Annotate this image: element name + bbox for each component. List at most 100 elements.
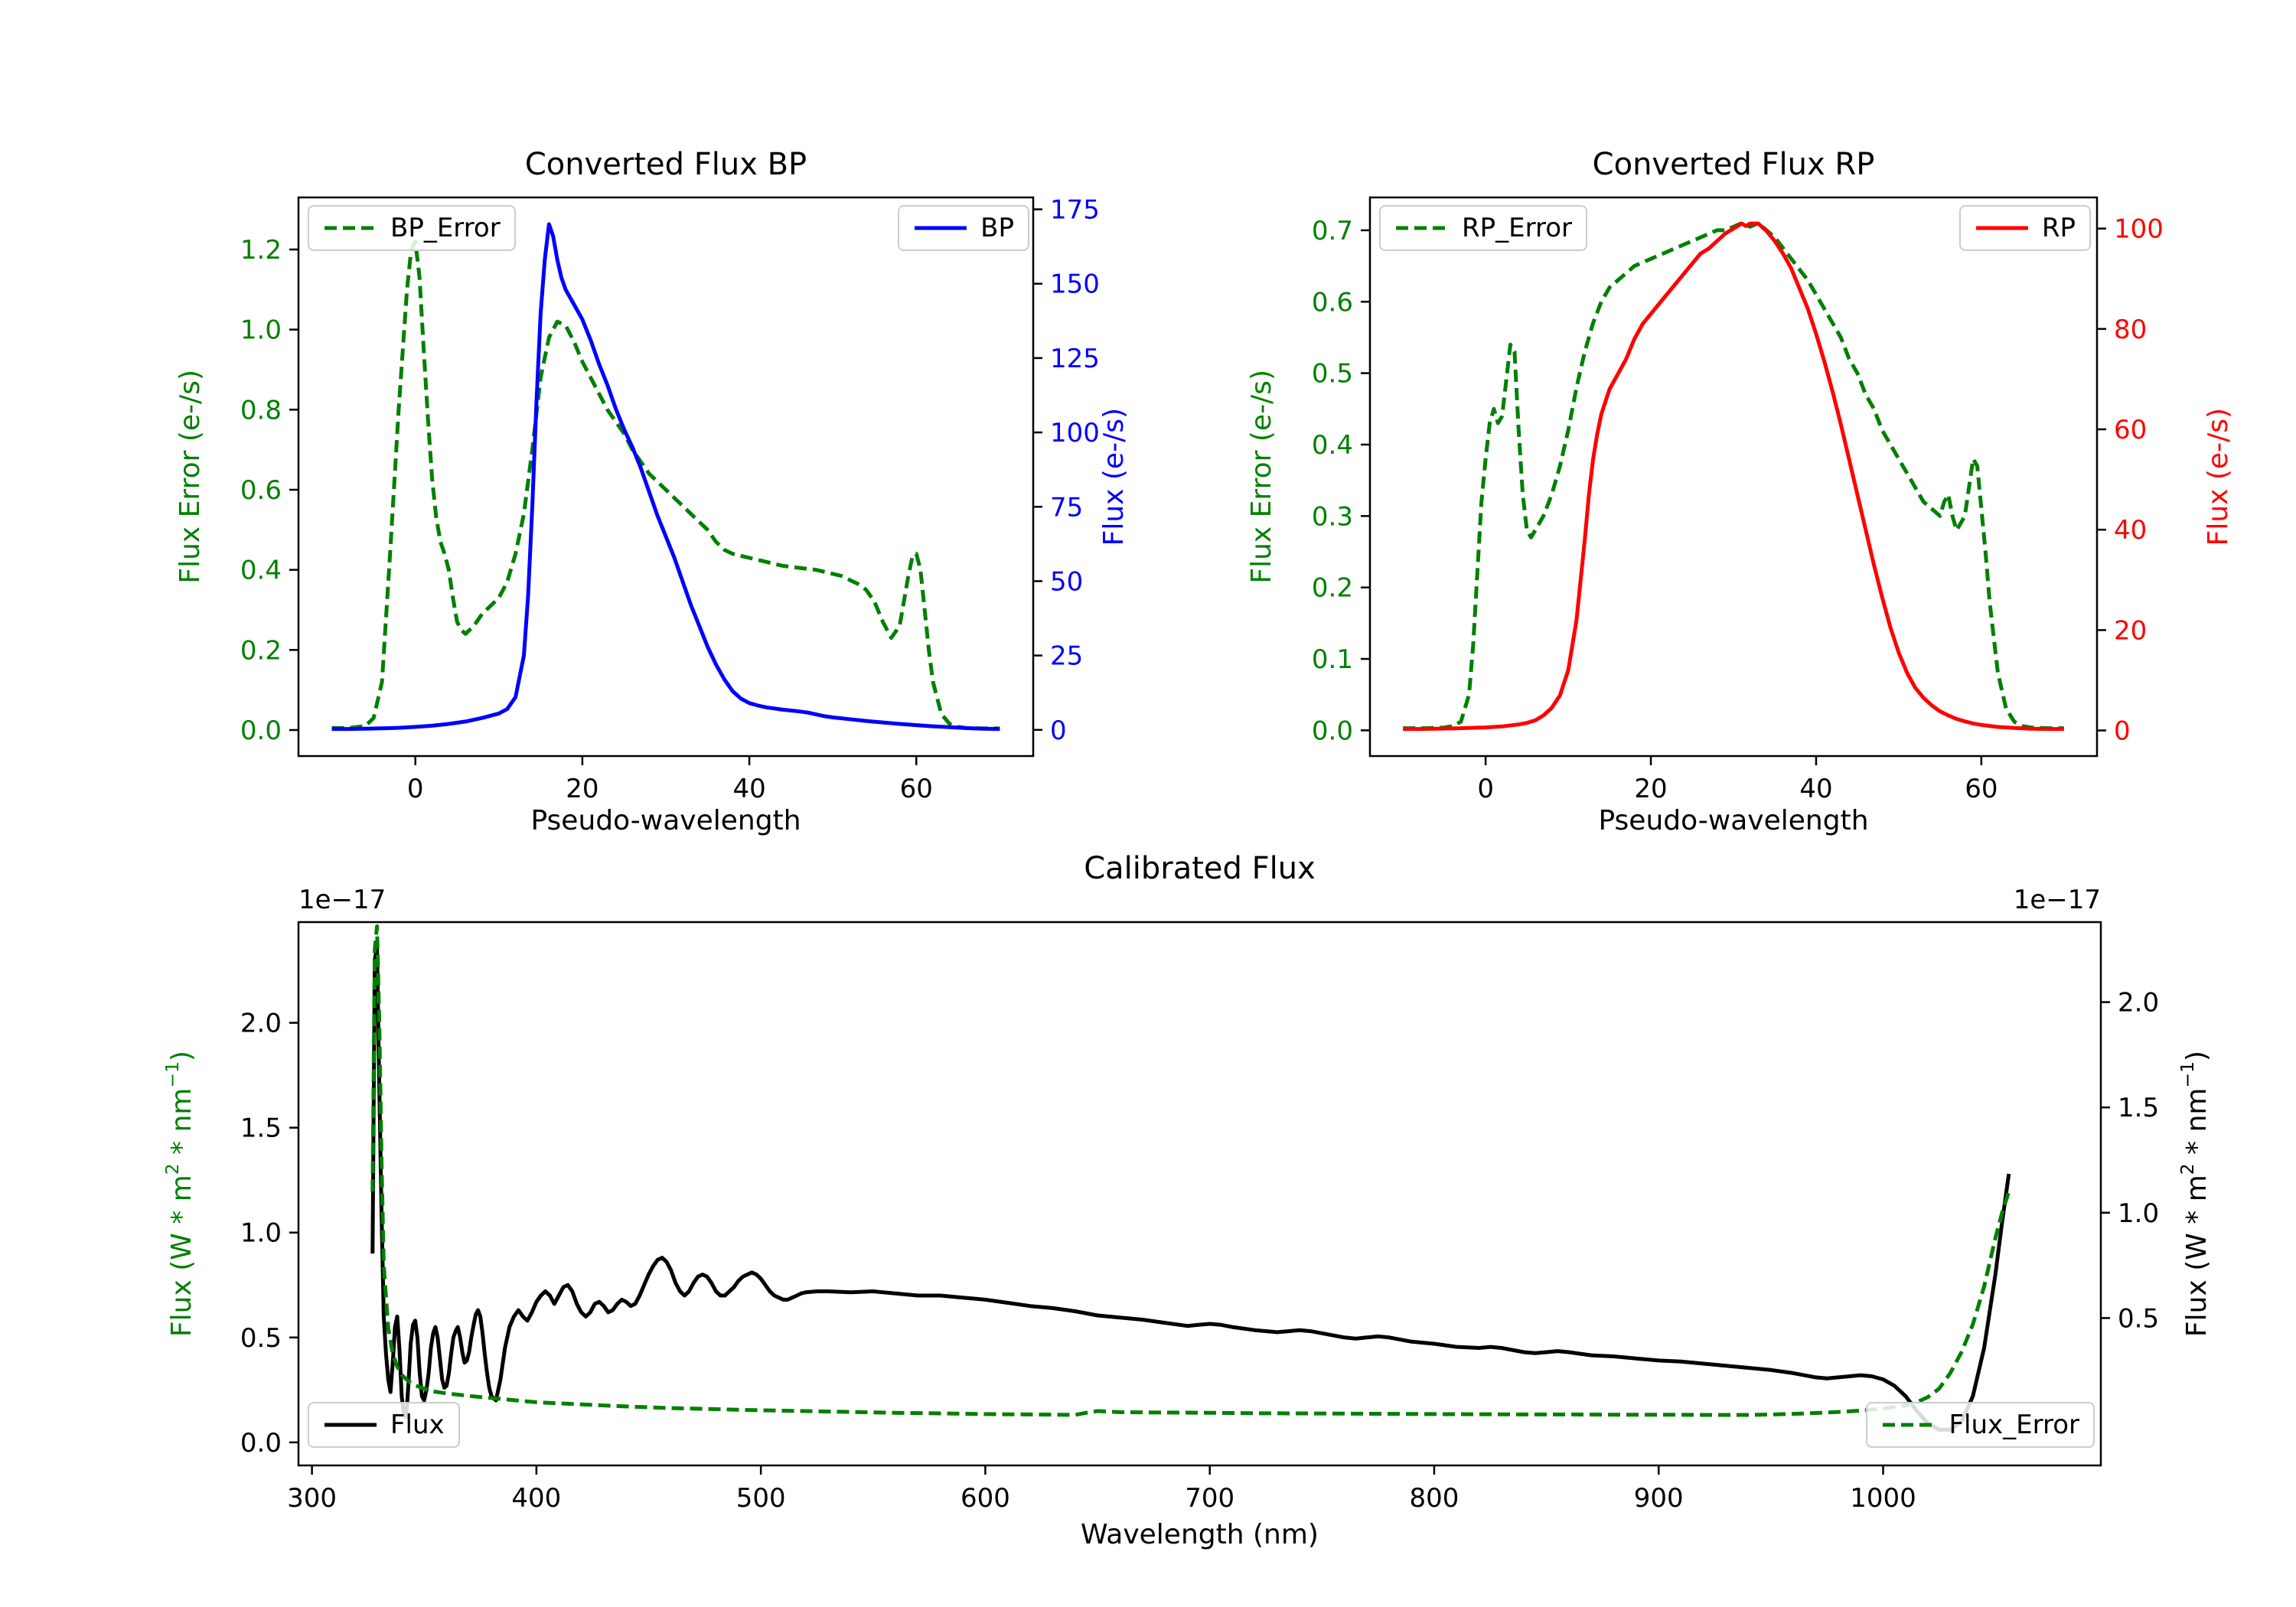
y-tick-label: 1.0 [240, 1218, 282, 1249]
legend-bp: BP [898, 205, 1029, 251]
bp-left-ylabel-text: Flux Error (e-/s) [174, 370, 206, 584]
y-tick-label: 0.6 [1312, 287, 1353, 318]
bp-plot-area: 0 20 40 60 0.0 0.2 0.4 0.6 0.8 1.0 1.2 0 25 50 75 100 12… [240, 195, 1100, 804]
y-tick-label: 100 [1050, 418, 1100, 448]
rp-xlabel: Pseudo-wavelength [1598, 805, 1869, 836]
x-tick-label: 20 [1634, 774, 1667, 804]
x-tick-label: 700 [1185, 1483, 1234, 1514]
y-tick-label: 1.2 [240, 235, 282, 266]
x-tick-label: 500 [736, 1483, 786, 1514]
right-offset-text: 1e−17 [2013, 885, 2101, 915]
x-tick-label: 60 [1965, 774, 1998, 804]
y-tick-label: 0.5 [1312, 359, 1353, 390]
calibrated-left-ylabel: Flux (W * m2 * nm−1) [161, 922, 197, 1465]
y-tick-label: 0.2 [240, 635, 282, 666]
calibrated-right-ylabel: Flux (W * m2 * nm−1) [2176, 922, 2213, 1465]
legend-label: Flux [390, 1410, 445, 1440]
y-tick-label: 0 [1050, 715, 1067, 746]
bp-right-ylabel-text: Flux (e-/s) [1097, 407, 1130, 546]
legend-label: BP_Error [390, 213, 501, 243]
y-tick-label: 0.0 [240, 715, 282, 746]
flux-error-line [370, 924, 2011, 1417]
y-tick-label: 125 [1050, 344, 1100, 374]
calibrated-right-ylabel-text: Flux (W * m2 * nm−1) [2176, 1050, 2213, 1338]
x-tick-label: 60 [900, 774, 933, 804]
rp-title: Converted Flux RP [1592, 147, 1875, 182]
y-tick-label: 0.4 [240, 556, 282, 586]
legend-line-sample [1883, 1423, 1936, 1427]
y-tick-label: 0.3 [1312, 501, 1353, 532]
legend-line-sample [325, 1423, 377, 1427]
calibrated-xlabel: Wavelength (nm) [1081, 1519, 1319, 1550]
legend-label: Flux_Error [1949, 1410, 2079, 1440]
bp-title: Converted Flux BP [524, 147, 807, 182]
legend-rp-error: RP_Error [1379, 205, 1588, 251]
x-tick-label: 0 [1477, 774, 1494, 804]
legend-line-sample [915, 226, 967, 230]
y-tick-label: 1.0 [2118, 1198, 2159, 1229]
legend-label: RP_Error [1462, 213, 1573, 243]
calibrated-plot-area: 300 400 500 600 700 800 900 1000 0.0 0.5 1.0 1.5 2.0… [240, 921, 2159, 1514]
rp-left-ylabel: Flux Error (e-/s) [1244, 197, 1278, 756]
bp-left-ylabel: Flux Error (e-/s) [173, 197, 207, 756]
y-tick-label: 175 [1050, 195, 1100, 226]
y-tick-label: 0 [2114, 716, 2131, 747]
y-tick-label: 0.5 [240, 1323, 282, 1354]
legend-flux: Flux [308, 1402, 460, 1448]
x-tick-label: 600 [960, 1483, 1010, 1514]
legend-line-sample [1396, 226, 1448, 230]
rp-right-ylabel-text: Flux (e-/s) [2202, 407, 2234, 546]
bp-xlabel: Pseudo-wavelength [530, 805, 801, 836]
legend-line-sample [1975, 226, 2028, 230]
x-tick-label: 0 [407, 774, 424, 804]
y-tick-label: 150 [1050, 269, 1100, 300]
bp-error-line [331, 240, 1000, 731]
y-tick-label: 1.0 [240, 315, 282, 346]
x-tick-label: 900 [1634, 1483, 1684, 1514]
axes-frame [1368, 196, 2099, 758]
x-tick-label: 40 [732, 774, 765, 804]
x-tick-label: 300 [287, 1483, 337, 1514]
x-tick-label: 40 [1799, 774, 1832, 804]
rp-error-line [1403, 221, 2064, 731]
y-tick-label: 0.0 [1312, 715, 1353, 746]
rp-left-ylabel-text: Flux Error (e-/s) [1245, 370, 1277, 584]
y-tick-label: 0.5 [2118, 1303, 2159, 1334]
x-tick-label: 800 [1410, 1483, 1459, 1514]
y-tick-label: 0.7 [1312, 216, 1353, 246]
bp-line [331, 222, 1000, 732]
legend-label: RP [2041, 213, 2076, 243]
y-tick-label: 25 [1050, 641, 1083, 672]
y-tick-label: 0.4 [1312, 430, 1353, 461]
y-tick-label: 50 [1050, 566, 1083, 597]
y-tick-label: 100 [2114, 214, 2164, 245]
rp-line [1403, 221, 2064, 732]
y-tick-label: 1.5 [240, 1113, 282, 1144]
legend-flux-error: Flux_Error [1866, 1402, 2095, 1448]
rp-plot-area: 0 20 40 60 0.0 0.1 0.2 0.3 0.4 0.5 0.6 0.7 0 20 40 60 80… [1312, 196, 2164, 804]
y-tick-label: 0.2 [1312, 573, 1353, 604]
left-offset-text: 1e−17 [298, 885, 386, 915]
y-tick-label: 2.0 [2118, 988, 2159, 1019]
rp-right-ylabel: Flux (e-/s) [2201, 197, 2235, 756]
y-tick-label: 0.8 [240, 395, 282, 425]
flux-line [370, 945, 2011, 1432]
y-tick-label: 0.0 [240, 1428, 282, 1459]
y-tick-label: 40 [2114, 515, 2147, 546]
y-tick-label: 2.0 [240, 1009, 282, 1039]
y-tick-label: 0.1 [1312, 644, 1353, 675]
legend-bp-error: BP_Error [308, 205, 516, 251]
x-tick-label: 1000 [1850, 1483, 1916, 1514]
bp-right-ylabel: Flux (e-/s) [1097, 197, 1130, 756]
y-tick-label: 20 [2114, 615, 2147, 646]
y-tick-label: 1.5 [2118, 1093, 2159, 1123]
axes-frame [297, 921, 2102, 1467]
legend-label: BP [980, 213, 1014, 243]
y-tick-label: 0.6 [240, 475, 282, 506]
legend-line-sample [325, 226, 377, 230]
x-tick-label: 20 [566, 774, 598, 804]
calibrated-left-ylabel-text: Flux (W * m2 * nm−1) [161, 1050, 197, 1338]
legend-rp: RP [1958, 205, 2091, 251]
calibrated-title: Calibrated Flux [1084, 851, 1316, 886]
